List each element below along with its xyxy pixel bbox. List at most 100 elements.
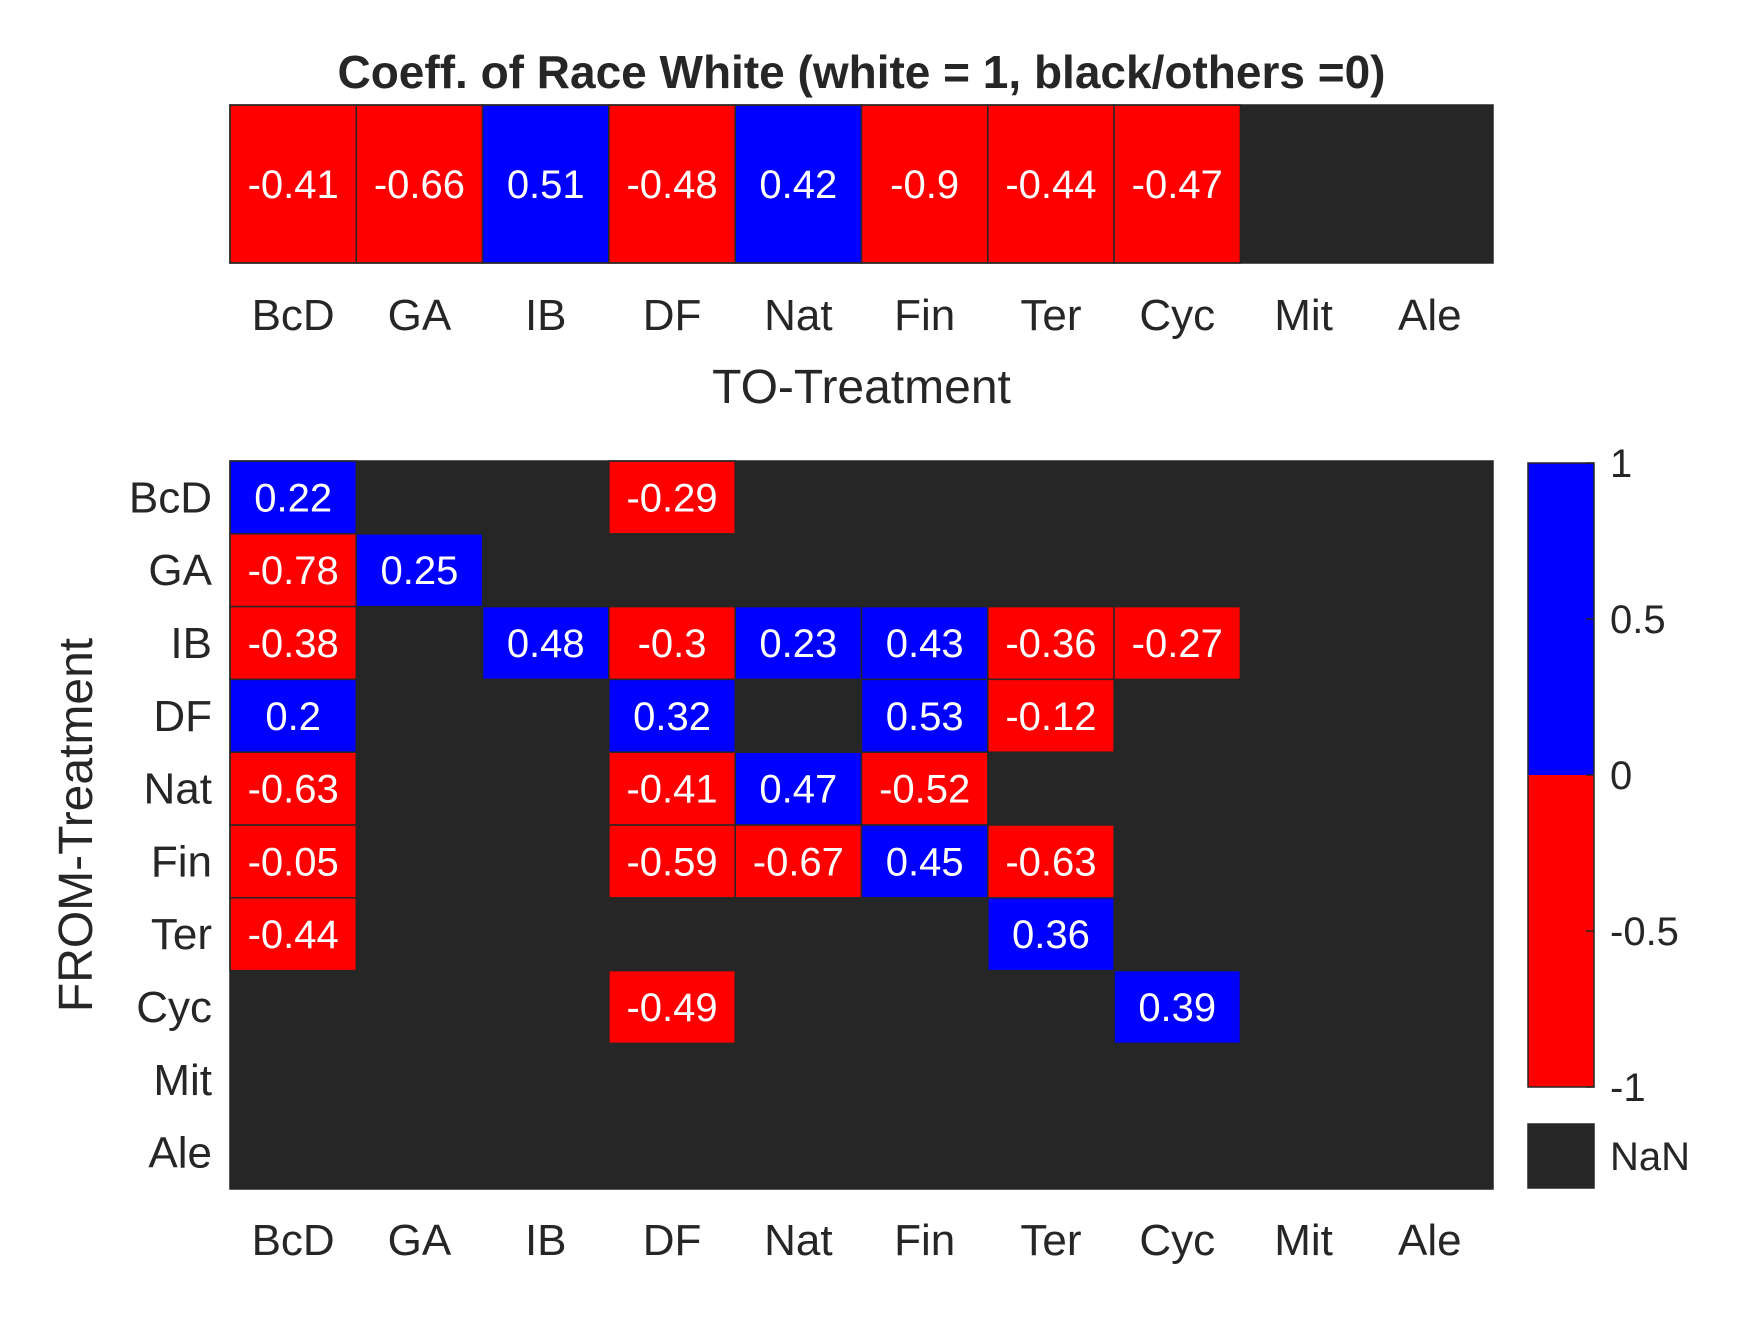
top-cell-label-cyc: -0.47	[1132, 163, 1223, 207]
colorbar-tick-label: -0.5	[1610, 910, 1679, 954]
heatmap-cell-ib-df	[608, 605, 736, 681]
y-tick-label-ter: Ter	[151, 910, 212, 959]
heatmap-cell-df-ter	[987, 678, 1115, 753]
top-x-tick-label-ale: Ale	[1398, 291, 1462, 340]
heatmap-cell-nat-df	[608, 751, 736, 826]
heatmap-cell-ter-bcd	[229, 897, 358, 972]
cell-label-bcd-bcd: 0.22	[254, 476, 332, 520]
y-tick-label-fin: Fin	[151, 837, 212, 886]
top-chart-title: Coeff. of Race White (white = 1, black/o…	[337, 46, 1385, 98]
bottom-x-tick-label-mit: Mit	[1274, 1216, 1333, 1265]
colorbar-tick-label: 0.5	[1610, 598, 1666, 642]
y-tick-label-ale: Ale	[148, 1129, 212, 1178]
top-x-tick-label-mit: Mit	[1274, 291, 1333, 340]
cell-label-ib-fin: 0.43	[886, 622, 964, 666]
colorbar-positive-segment	[1528, 463, 1594, 775]
bottom-x-tick-label-ale: Ale	[1398, 1216, 1462, 1265]
bottom-x-tick-label-bcd: BcD	[252, 1216, 335, 1265]
bottom-x-tick-label-fin: Fin	[894, 1216, 955, 1265]
cell-label-ib-bcd: -0.38	[248, 622, 339, 666]
cell-label-df-fin: 0.53	[886, 695, 964, 739]
top-x-tick-label-bcd: BcD	[252, 291, 335, 340]
y-tick-label-cyc: Cyc	[136, 983, 212, 1032]
heatmap-cell-bcd-df	[608, 460, 736, 535]
top-x-tick-label-ib: IB	[525, 291, 567, 340]
cell-label-ib-ter: -0.36	[1005, 622, 1096, 666]
cell-label-bcd-df: -0.29	[626, 476, 717, 520]
top-cell-label-ga: -0.66	[374, 163, 465, 207]
cell-label-fin-ter: -0.63	[1005, 840, 1096, 884]
heatmap-cell-df-bcd	[229, 678, 358, 753]
heatmap-cell-cyc-df	[608, 969, 736, 1045]
heatmap-cell-ter-ter	[987, 897, 1115, 972]
heatmap-cell-ib-ib	[481, 605, 610, 681]
heatmap-cell-df-df	[608, 678, 736, 753]
cell-label-fin-nat: -0.67	[753, 840, 844, 884]
top-x-tick-label-cyc: Cyc	[1139, 291, 1215, 340]
cell-label-ib-nat: 0.23	[759, 622, 837, 666]
nan-legend-label: NaN	[1610, 1135, 1690, 1179]
heatmap-cell-fin-nat	[734, 824, 863, 899]
y-tick-label-ib: IB	[170, 619, 212, 668]
top-heatmap: Coeff. of Race White (white = 1, black/o…	[229, 46, 1494, 414]
top-plot-frame	[229, 104, 1494, 264]
cell-label-nat-fin: -0.52	[879, 768, 970, 812]
cell-label-nat-bcd: -0.63	[248, 768, 339, 812]
colorbar: 1 0.5 0 -0.5 -1 NaN	[1527, 442, 1690, 1189]
top-cell-label-bcd: -0.41	[248, 163, 339, 207]
y-tick-label-mit: Mit	[153, 1056, 212, 1105]
top-x-tick-label-ga: GA	[388, 291, 452, 340]
cell-label-fin-bcd: -0.05	[248, 840, 339, 884]
cell-label-ib-cyc: -0.27	[1132, 622, 1223, 666]
colorbar-tick-label: 0	[1610, 754, 1632, 798]
cell-label-df-bcd: 0.2	[265, 695, 321, 739]
cell-label-ter-ter: 0.36	[1012, 913, 1090, 957]
top-heatmap-cell-ter	[987, 104, 1115, 264]
heatmap-cell-df-fin	[860, 678, 989, 753]
cell-label-ib-ib: 0.48	[507, 622, 585, 666]
bottom-x-tick-label-df: DF	[643, 1216, 702, 1265]
cell-label-df-df: 0.32	[633, 695, 711, 739]
y-tick-label-bcd: BcD	[129, 473, 212, 522]
top-x-tick-label-nat: Nat	[764, 291, 832, 340]
cell-label-fin-df: -0.59	[626, 840, 717, 884]
cell-label-cyc-cyc: 0.39	[1138, 986, 1216, 1030]
top-heatmap-cell-bcd	[229, 104, 358, 264]
y-tick-label-ga: GA	[148, 546, 212, 595]
colorbar-negative-segment	[1528, 775, 1594, 1087]
heatmap-cell-ga-bcd	[229, 533, 358, 608]
top-x-axis-label: TO-Treatment	[712, 361, 1011, 414]
cell-label-nat-df: -0.41	[626, 768, 717, 812]
cell-label-ga-ga: 0.25	[381, 549, 459, 593]
heatmap-cell-cyc-cyc	[1113, 969, 1242, 1045]
cell-label-fin-fin: 0.45	[886, 840, 964, 884]
y-axis-label: FROM-Treatment	[50, 638, 103, 1012]
bottom-plot-frame	[229, 460, 1494, 1190]
cell-label-ter-bcd: -0.44	[248, 913, 339, 957]
bottom-x-tick-label-cyc: Cyc	[1139, 1216, 1215, 1265]
nan-legend-swatch	[1527, 1123, 1595, 1189]
top-cell-label-df: -0.48	[626, 163, 717, 207]
bottom-x-tick-label-ter: Ter	[1020, 1216, 1081, 1265]
heatmap-cell-ib-nat	[734, 605, 863, 681]
colorbar-tick-label: 1	[1610, 442, 1632, 486]
bottom-x-tick-label-nat: Nat	[764, 1216, 832, 1265]
heatmap-cell-ib-cyc	[1113, 605, 1242, 681]
heatmap-cell-ib-ter	[987, 605, 1115, 681]
heatmap-cell-fin-df	[608, 824, 736, 899]
top-cell-label-nat: 0.42	[759, 163, 837, 207]
y-tick-label-nat: Nat	[144, 765, 212, 814]
top-cell-label-ib: 0.51	[507, 163, 585, 207]
top-x-tick-label-fin: Fin	[894, 291, 955, 340]
heatmap-cell-ib-bcd	[229, 605, 358, 681]
heatmap-cell-nat-bcd	[229, 751, 358, 826]
top-cell-label-ter: -0.44	[1005, 163, 1096, 207]
bottom-x-tick-label-ga: GA	[388, 1216, 452, 1265]
top-heatmap-cell-ib	[481, 104, 610, 264]
bottom-heatmap: 0.22 -0.29-0.78 0.25-0.38 0.48 -0.3 0.23 0.43-…	[50, 460, 1494, 1265]
cell-label-ga-bcd: -0.78	[248, 549, 339, 593]
cell-label-ib-df: -0.3	[638, 622, 707, 666]
top-heatmap-cell-cyc	[1113, 104, 1242, 264]
